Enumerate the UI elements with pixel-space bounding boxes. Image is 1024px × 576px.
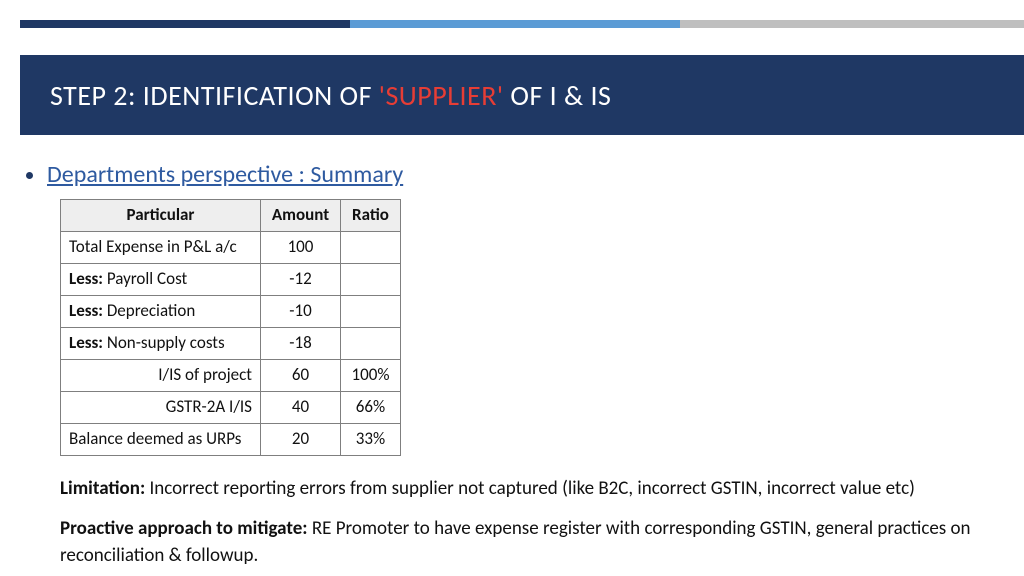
cell-amount: 20 [261, 423, 341, 455]
top-strip-seg-2 [350, 20, 680, 28]
cell-particular-text: Total Expense in P&L a/c [69, 236, 237, 257]
title-suffix: OF I & IS [504, 78, 612, 113]
cell-ratio [341, 295, 401, 327]
table-row: Balance deemed as URPs 2033% [61, 423, 401, 455]
table-header-row: Particular Amount Ratio [61, 200, 401, 232]
cell-amount: -18 [261, 327, 341, 359]
cell-amount: 40 [261, 391, 341, 423]
table-row: Total Expense in P&L a/c 100 [61, 231, 401, 263]
cell-particular-text: Non-supply costs [107, 332, 225, 353]
title-prefix: STEP 2: IDENTIFICATION OF [50, 78, 379, 113]
cell-particular-prefix: Less: [69, 332, 107, 353]
page-title-bar: STEP 2: IDENTIFICATION OF 'SUPPLIER' OF … [20, 55, 1024, 135]
cell-particular: GSTR-2A I/IS [61, 391, 261, 423]
table-row: I/IS of project 60100% [61, 359, 401, 391]
table-row: Less: Depreciation-10 [61, 295, 401, 327]
cell-particular-text: GSTR-2A I/IS [166, 396, 252, 417]
note-body: Incorrect reporting errors from supplier… [150, 477, 915, 500]
cell-amount: -10 [261, 295, 341, 327]
cell-ratio: 33% [341, 423, 401, 455]
cell-particular-prefix: Less: [69, 300, 107, 321]
cell-amount: 100 [261, 231, 341, 263]
bullet-text: Departments perspective : Summary [47, 160, 403, 189]
summary-table: Particular Amount Ratio Total Expense in… [60, 199, 401, 456]
note-line: Proactive approach to mitigate: RE Promo… [60, 516, 980, 569]
cell-particular-text: Depreciation [107, 300, 195, 321]
cell-particular-prefix: Less: [69, 268, 107, 289]
cell-particular-text: Balance deemed as URPs [69, 428, 241, 449]
cell-particular-text: I/IS of project [158, 364, 252, 385]
notes: Limitation: Incorrect reporting errors f… [60, 476, 980, 570]
page-title: STEP 2: IDENTIFICATION OF 'SUPPLIER' OF … [50, 78, 611, 113]
cell-particular: Less: Depreciation [61, 295, 261, 327]
cell-ratio [341, 231, 401, 263]
content-area: Departments perspective : Summary Partic… [20, 160, 1004, 576]
col-header-amount: Amount [261, 200, 341, 232]
cell-ratio [341, 327, 401, 359]
cell-ratio: 100% [341, 359, 401, 391]
table-row: Less: Non-supply costs-18 [61, 327, 401, 359]
note-line: Limitation: Incorrect reporting errors f… [60, 476, 980, 503]
cell-amount: -12 [261, 263, 341, 295]
table-row: Less: Payroll Cost-12 [61, 263, 401, 295]
cell-particular: I/IS of project [61, 359, 261, 391]
note-lead: Proactive approach to mitigate: [60, 517, 312, 540]
cell-ratio: 66% [341, 391, 401, 423]
col-header-particular: Particular [61, 200, 261, 232]
table-row: GSTR-2A I/IS 4066% [61, 391, 401, 423]
title-highlight: 'SUPPLIER' [379, 78, 504, 113]
cell-particular-text: Payroll Cost [107, 268, 187, 289]
top-strip-seg-3 [680, 20, 1024, 28]
cell-particular: Less: Non-supply costs [61, 327, 261, 359]
cell-ratio [341, 263, 401, 295]
bullet-dot-icon [26, 172, 33, 179]
note-lead: Limitation: [60, 477, 150, 500]
top-strip [20, 20, 1024, 28]
top-strip-seg-1 [20, 20, 350, 28]
cell-amount: 60 [261, 359, 341, 391]
col-header-ratio: Ratio [341, 200, 401, 232]
cell-particular: Total Expense in P&L a/c [61, 231, 261, 263]
cell-particular: Less: Payroll Cost [61, 263, 261, 295]
bullet-row: Departments perspective : Summary [20, 160, 1004, 189]
table-body: Total Expense in P&L a/c100Less: Payroll… [61, 231, 401, 455]
slide: STEP 2: IDENTIFICATION OF 'SUPPLIER' OF … [0, 0, 1024, 576]
table-wrap: Particular Amount Ratio Total Expense in… [60, 199, 1004, 456]
cell-particular: Balance deemed as URPs [61, 423, 261, 455]
